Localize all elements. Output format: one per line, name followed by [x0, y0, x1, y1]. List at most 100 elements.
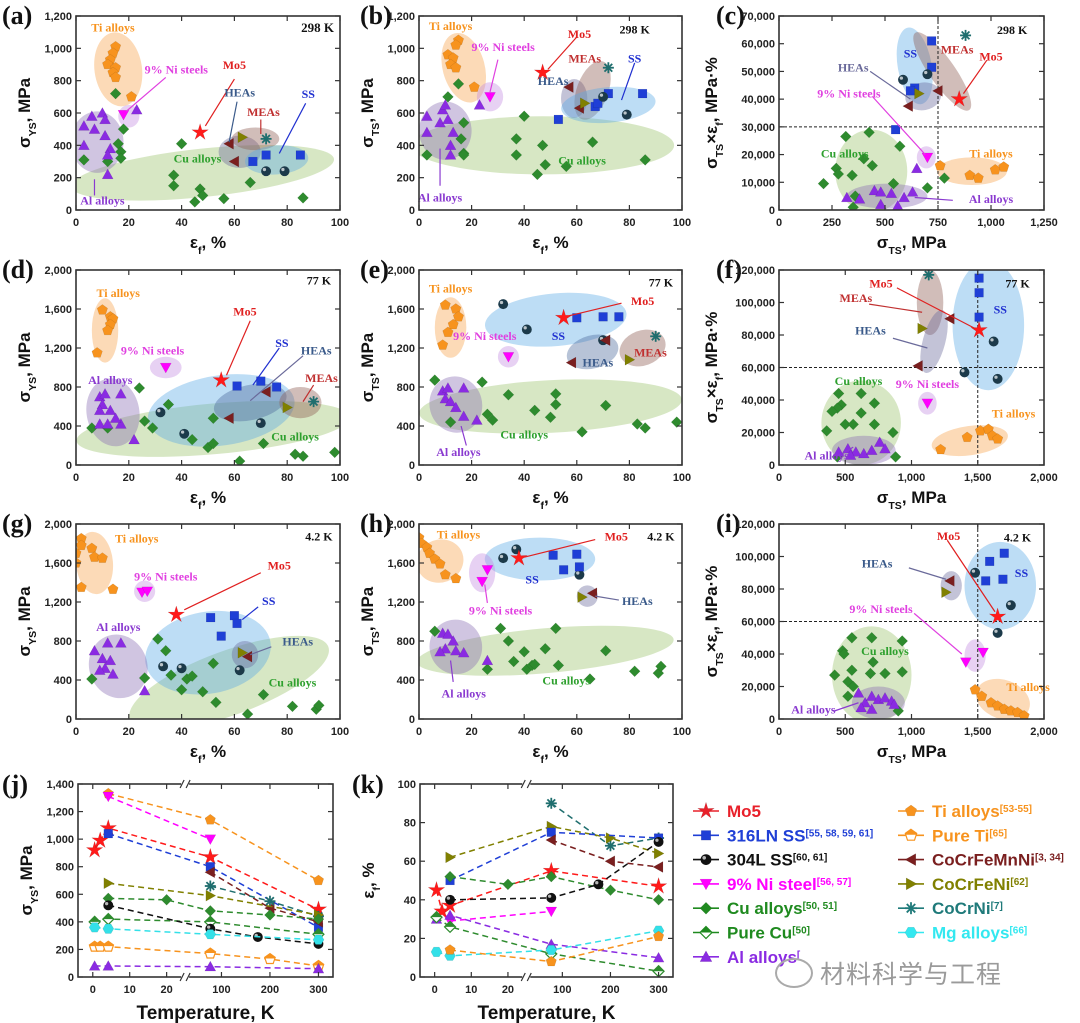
x-tick-label: 40	[175, 726, 187, 738]
panel-a: (a) Ti alloys 9% Ni steels Mo5 HEAs MEAs SS Cu …	[2, 1, 349, 257]
data-point	[853, 192, 866, 204]
data-point	[93, 404, 106, 416]
axis-title: εf, %	[532, 742, 568, 766]
legend-label: Pure Ti[65]	[932, 826, 1007, 845]
leader-line	[183, 572, 262, 611]
y-tick-label: 20,000	[741, 428, 775, 440]
data-point	[261, 150, 271, 160]
data-point	[264, 909, 276, 921]
x-tick-label: 0	[416, 726, 422, 738]
y-tick-label: 600	[54, 108, 72, 120]
data-point	[78, 154, 90, 166]
data-point	[133, 382, 146, 394]
axis-title: εf, %	[359, 862, 383, 898]
x-tick-label: 0	[90, 984, 96, 996]
data-point	[99, 129, 111, 141]
annotation-label: HEAs	[838, 60, 869, 74]
series-al-alloys	[436, 381, 483, 425]
data-point	[282, 401, 294, 414]
data-point	[186, 433, 199, 446]
data-point	[234, 665, 245, 676]
data-point	[256, 376, 266, 386]
data-point	[103, 828, 113, 839]
series-9-ni-steels	[921, 152, 934, 164]
data-point	[107, 583, 119, 595]
data-point	[204, 813, 216, 825]
annotation-label: SS	[525, 572, 539, 586]
y-tick-label: 40,000	[741, 649, 775, 661]
data-point	[188, 196, 201, 208]
region-heas	[231, 641, 259, 669]
panel-i: (i) 4.2 K Mo5 HEAs SS 9% Ni steels Cu alloys Ti…	[702, 509, 1058, 766]
data-point	[528, 404, 541, 417]
data-point	[151, 633, 164, 645]
legend-item-cocrfeni: CoCrFeNi[62]	[898, 875, 1028, 894]
data-point	[159, 362, 172, 374]
axis-title: σTS×εf, MPa·%	[702, 57, 726, 169]
x-tick-label: 20	[123, 726, 135, 738]
region-9-ni-steels	[468, 553, 496, 593]
panel-label: (j)	[2, 770, 28, 799]
data-point	[203, 915, 217, 929]
x-tick-label: 10	[465, 984, 477, 996]
y-tick-label: 60	[404, 856, 416, 868]
y-tick-label: 0	[409, 205, 415, 217]
y-tick-label: 80,000	[741, 584, 775, 596]
series-316ln-ss	[548, 549, 585, 575]
series-mo5	[212, 370, 231, 389]
y-tick-label: 60,000	[741, 39, 775, 51]
legend-label: Mo5	[727, 802, 761, 821]
data-point	[279, 166, 290, 177]
data-point	[439, 299, 451, 310]
data-point	[917, 322, 929, 335]
data-point	[439, 568, 451, 580]
y-tick-label: 80,000	[741, 330, 775, 342]
data-point	[545, 834, 556, 846]
x-tick-label: 0	[416, 217, 422, 229]
axis-title: σTS×εf, MPa·%	[702, 566, 726, 678]
data-point	[96, 304, 108, 315]
data-point	[138, 672, 151, 684]
y-tick-label: 0	[66, 714, 72, 726]
data-point	[470, 414, 483, 425]
data-point	[160, 893, 173, 906]
annotation-label: HEAs	[855, 324, 886, 338]
series-line	[449, 825, 659, 859]
x-tick-label: 20	[123, 217, 135, 229]
series-9-ni-steels	[484, 92, 496, 103]
x-tick-label: 80	[281, 726, 293, 738]
axis-ticks: 0 20,000 40,000 60,000 80,000 100,000 120,000 0…	[735, 265, 1058, 484]
legend-item-pure-cu: Pure Cu[50]	[693, 924, 810, 943]
x-tick-label: 60	[228, 217, 240, 229]
series-cocrni	[545, 797, 665, 852]
data-point	[101, 149, 114, 160]
data-point	[86, 542, 98, 554]
series-ti-alloys	[969, 683, 1030, 719]
data-point	[502, 878, 514, 891]
panel-label: (e)	[360, 255, 389, 284]
legend-marker-icon	[904, 927, 918, 938]
annotation-label: MEAs	[247, 105, 280, 119]
annotation-label: Ti alloys	[91, 21, 135, 35]
data-point	[217, 192, 230, 205]
x-tick-label: 750	[929, 217, 947, 229]
annotation-label: SS	[628, 51, 642, 65]
data-point	[162, 398, 175, 411]
annotation-label: Cu alloys	[835, 374, 883, 388]
y-tick-label: 20	[404, 933, 416, 945]
y-tick-label: 1,000	[44, 43, 72, 55]
data-point	[312, 913, 325, 925]
data-point	[838, 648, 850, 660]
y-tick-label: 1,200	[387, 343, 415, 355]
x-tick-label: 300	[309, 984, 327, 996]
axis-ticks: 0 10,000 20,000 30,000 40,000 50,000 60,000 70,…	[741, 11, 1057, 229]
series-ti-alloys	[444, 930, 665, 967]
annotation-label: Al alloys	[969, 192, 1014, 206]
data-point	[621, 109, 632, 120]
y-tick-label: 100,000	[735, 552, 775, 564]
series-mg-alloys	[88, 922, 325, 945]
y-tick-label: 120,000	[735, 519, 775, 531]
y-tick-label: 0	[409, 714, 415, 726]
region-ss	[561, 86, 656, 124]
legend-marker-icon	[699, 950, 713, 962]
